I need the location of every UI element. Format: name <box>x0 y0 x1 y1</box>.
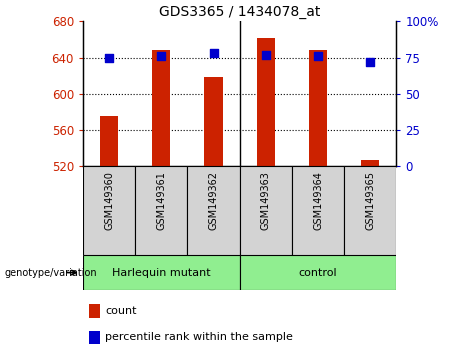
Bar <box>83 255 240 290</box>
Point <box>158 53 165 59</box>
Text: Harlequin mutant: Harlequin mutant <box>112 268 211 278</box>
Bar <box>257 38 275 166</box>
Text: count: count <box>105 306 136 316</box>
Point <box>314 53 322 59</box>
Bar <box>361 160 379 166</box>
Point <box>262 52 270 57</box>
Bar <box>240 255 396 290</box>
Bar <box>204 78 223 166</box>
Point <box>366 59 374 65</box>
Bar <box>309 50 327 166</box>
Bar <box>100 116 118 166</box>
Text: GSM149364: GSM149364 <box>313 171 323 230</box>
Bar <box>344 166 396 255</box>
Point <box>106 55 113 60</box>
Text: GSM149361: GSM149361 <box>156 171 166 230</box>
Bar <box>292 166 344 255</box>
Text: GSM149360: GSM149360 <box>104 171 114 230</box>
Bar <box>240 166 292 255</box>
Bar <box>89 331 100 344</box>
Bar <box>152 50 171 166</box>
Bar <box>89 304 100 318</box>
Title: GDS3365 / 1434078_at: GDS3365 / 1434078_at <box>159 5 320 19</box>
Text: GSM149365: GSM149365 <box>365 171 375 230</box>
Text: genotype/variation: genotype/variation <box>5 268 97 278</box>
Text: control: control <box>299 268 337 278</box>
Point <box>210 50 217 56</box>
Bar <box>83 166 135 255</box>
Text: GSM149363: GSM149363 <box>261 171 271 230</box>
Text: GSM149362: GSM149362 <box>208 171 219 230</box>
Bar <box>188 166 240 255</box>
Bar <box>135 166 188 255</box>
Text: percentile rank within the sample: percentile rank within the sample <box>105 332 293 342</box>
